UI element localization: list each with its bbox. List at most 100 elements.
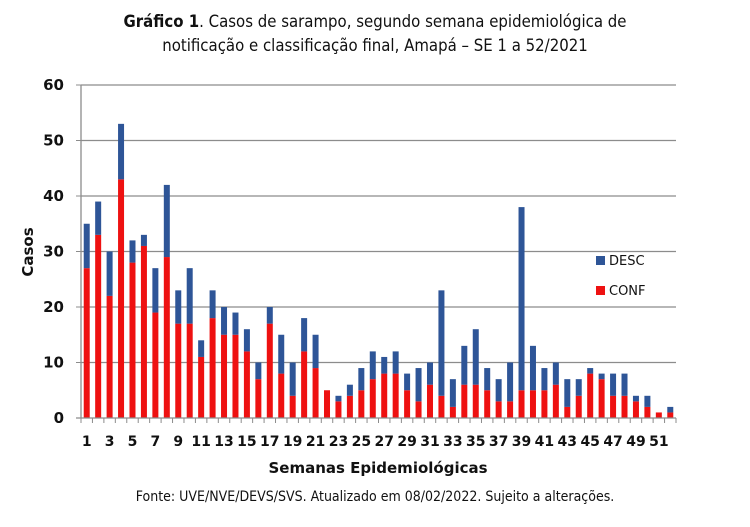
y-tick-label: 40 <box>43 187 64 205</box>
x-tick-label: 37 <box>489 434 508 450</box>
x-tick-label: 17 <box>260 434 279 450</box>
bar-desc-week-2 <box>95 201 102 235</box>
bar-desc-week-37 <box>495 379 502 402</box>
bar-conf-week-10 <box>186 323 193 418</box>
bar-desc-week-4 <box>118 123 125 180</box>
gridlines <box>81 84 676 364</box>
bar-conf-week-51 <box>655 412 662 418</box>
bar-desc-week-8 <box>163 184 170 258</box>
bar-conf-week-6 <box>140 245 147 418</box>
bar-conf-week-4 <box>118 179 125 418</box>
legend-item-conf: CONF <box>596 284 646 299</box>
legend: DESC CONF <box>596 254 646 299</box>
bar-desc-week-41 <box>541 368 548 391</box>
bar-desc-week-29 <box>404 373 411 391</box>
bar-desc-week-11 <box>198 340 205 357</box>
bar-desc-week-5 <box>129 240 136 263</box>
bar-desc-week-38 <box>507 362 514 402</box>
bar-desc-week-12 <box>209 290 216 319</box>
chart-title: Gráfico 1. Casos de sarampo, segundo sem… <box>45 10 705 58</box>
axes <box>76 85 676 419</box>
bar-conf-week-41 <box>541 390 548 418</box>
bar-desc-week-3 <box>106 251 113 296</box>
x-axis-ticks: 1 3 5 7 9 11 13 15 17 19 21 23 25 27 29 31 33 35 37 39 41 43 4… <box>80 418 677 450</box>
bar-conf-week-12 <box>209 318 216 418</box>
bar-desc-week-36 <box>484 368 491 391</box>
bar-desc-week-20 <box>301 318 308 352</box>
bar-conf-week-19 <box>289 395 296 418</box>
x-tick-label: 15 <box>237 434 256 450</box>
bar-desc-week-45 <box>587 368 594 374</box>
bar-conf-week-34 <box>461 384 468 418</box>
bar-desc-week-25 <box>358 368 365 391</box>
bar-conf-week-17 <box>266 323 273 418</box>
bar-conf-week-49 <box>632 401 639 418</box>
legend-swatch-desc <box>596 256 605 265</box>
y-tick-label: 0 <box>54 409 64 427</box>
bar-conf-week-14 <box>232 334 239 418</box>
bar-desc-week-21 <box>312 334 319 369</box>
x-tick-label: 31 <box>420 434 439 450</box>
bar-desc-week-6 <box>140 234 147 246</box>
x-tick-label: 13 <box>214 434 233 450</box>
bar-desc-week-46 <box>598 373 605 380</box>
x-tick-label: 23 <box>329 434 348 450</box>
legend-swatch-conf <box>596 286 605 295</box>
bar-conf-week-52 <box>667 412 674 418</box>
bar-conf-week-9 <box>175 323 182 418</box>
bar-conf-week-8 <box>163 257 170 418</box>
bar-conf-week-5 <box>129 262 136 418</box>
bar-conf-week-13 <box>221 334 228 418</box>
bar-conf-week-31 <box>426 384 433 418</box>
x-tick-label: 41 <box>535 434 554 450</box>
bar-conf-week-16 <box>255 379 262 418</box>
x-tick-label: 49 <box>626 434 645 450</box>
bar-conf-week-39 <box>518 390 525 418</box>
chart-title-bold: Gráfico 1 <box>123 12 200 32</box>
bar-conf-week-3 <box>106 295 113 418</box>
bar-desc-week-30 <box>415 368 422 402</box>
bar-desc-week-13 <box>221 307 228 335</box>
bar-conf-week-15 <box>243 351 250 418</box>
legend-item-desc: DESC <box>596 254 645 269</box>
bar-desc-week-43 <box>564 379 571 407</box>
bar-desc-week-17 <box>266 307 273 324</box>
bar-conf-week-1 <box>83 268 90 418</box>
bar-conf-week-27 <box>381 373 388 418</box>
bar-conf-week-22 <box>324 390 331 418</box>
y-tick-label: 20 <box>43 298 64 316</box>
x-tick-label: 9 <box>173 434 183 450</box>
bar-desc-week-52 <box>667 406 674 413</box>
bar-desc-week-47 <box>610 373 617 396</box>
bar-conf-week-30 <box>415 401 422 418</box>
bar-conf-week-43 <box>564 406 571 418</box>
x-tick-label: 45 <box>580 434 599 450</box>
bar-desc-week-48 <box>621 373 628 396</box>
bar-desc-week-19 <box>289 362 296 396</box>
x-tick-label: 25 <box>352 434 371 450</box>
x-tick-label: 5 <box>128 434 138 450</box>
legend-label-desc: DESC <box>609 254 645 269</box>
x-tick-label: 3 <box>105 434 115 450</box>
x-tick-label: 21 <box>306 434 325 450</box>
bar-conf-week-26 <box>369 379 376 418</box>
bar-conf-week-11 <box>198 356 205 418</box>
bar-desc-week-44 <box>575 379 582 396</box>
y-tick-label: 30 <box>43 243 64 261</box>
bar-desc-week-28 <box>392 351 399 374</box>
source-note: Fonte: UVE/NVE/DEVS/SVS. Atualizado em 0… <box>135 489 615 505</box>
bar-conf-week-33 <box>449 406 456 418</box>
bar-conf-week-29 <box>404 390 411 418</box>
y-axis-ticks: 0 10 20 30 40 50 60 <box>43 76 81 427</box>
x-tick-label: 7 <box>151 434 161 450</box>
x-tick-label: 19 <box>283 434 302 450</box>
bar-desc-week-18 <box>278 334 285 374</box>
bar-desc-week-42 <box>552 362 559 385</box>
bar-desc-week-9 <box>175 290 182 324</box>
bar-conf-week-40 <box>529 390 536 418</box>
bar-desc-week-49 <box>632 395 639 402</box>
bar-conf-week-32 <box>438 395 445 418</box>
bar-conf-week-20 <box>301 351 308 418</box>
bar-conf-week-48 <box>621 395 628 418</box>
